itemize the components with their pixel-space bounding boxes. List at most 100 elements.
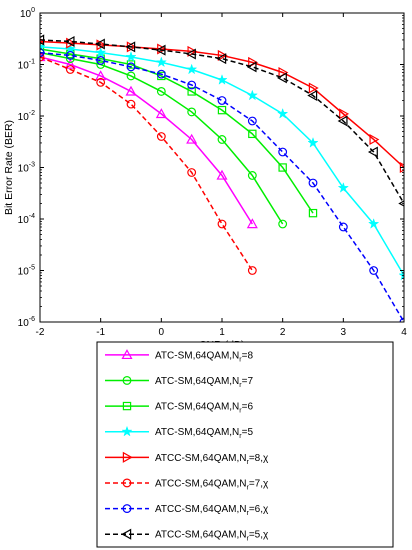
series-6-point — [156, 132, 166, 141]
series-2-point — [96, 60, 106, 69]
series-8-point — [307, 89, 318, 102]
series-5-point — [308, 82, 319, 94]
legend-label: ATC-SM,64QAM,Nr=5 — [155, 427, 253, 440]
y-tick-label: 10-4 — [18, 213, 35, 226]
series-1-point — [246, 218, 258, 229]
series-4-point — [185, 63, 198, 75]
series-4 — [40, 40, 404, 281]
series-8-point — [94, 38, 105, 50]
series-2-point — [187, 107, 197, 117]
series-4-point — [246, 89, 259, 101]
series-4-point — [125, 51, 137, 62]
series-7-point — [187, 80, 197, 90]
y-tick-label: 10-5 — [18, 265, 35, 278]
legend-swatch-marker — [122, 401, 132, 411]
legend-label: ATC-SM,64QAM,Nr=8 — [155, 350, 253, 363]
series-2-point — [126, 71, 136, 81]
series-7-point — [65, 51, 75, 60]
legend-label: ATCC-SM,64QAM,Nr=6,χ — [155, 504, 269, 517]
series-8-point — [216, 53, 227, 65]
plot-area — [40, 13, 404, 322]
series-6-point — [96, 77, 106, 87]
y-tick-label: 10-1 — [18, 59, 35, 72]
legend-entry-6: ATCC-SM,64QAM,Nr=7,χ — [105, 478, 269, 491]
x-tick-label: 2 — [280, 327, 286, 338]
y-tick-label: 10-3 — [18, 162, 35, 175]
series-1-point — [95, 70, 107, 81]
legend-swatch-marker — [122, 376, 132, 385]
series-3-point — [187, 87, 196, 96]
series-7-point — [96, 55, 106, 65]
series-8-point — [337, 115, 348, 127]
series-7 — [40, 48, 404, 322]
series-1-point — [155, 108, 167, 119]
series-8-point — [155, 44, 166, 56]
x-tick-label: 0 — [159, 327, 165, 338]
series-1-point — [125, 85, 137, 96]
x-tick-label: 1 — [219, 327, 225, 338]
legend-swatch-marker — [121, 528, 132, 540]
series-7-point — [40, 48, 45, 58]
series-6-point — [247, 266, 257, 275]
series-5-point — [66, 37, 77, 49]
legend-label: ATCC-SM,64QAM,Nr=5,χ — [155, 530, 269, 543]
series-1-point — [40, 51, 46, 62]
series-5-point — [339, 108, 350, 120]
series-2-point — [217, 135, 227, 144]
legend-entry-5: ATCC-SM,64QAM,Nr=8,χ — [105, 451, 269, 466]
legend-label: ATCC-SM,64QAM,Nr=8,χ — [155, 453, 269, 466]
y-tick-label: 10-2 — [18, 110, 35, 123]
series-layer — [40, 34, 404, 322]
x-tick-label: 3 — [341, 327, 347, 338]
series-4-point — [367, 218, 380, 229]
series-2-point — [156, 87, 166, 96]
series-4-point — [155, 56, 168, 68]
legend-entry-2: ATC-SM,64QAM,Nr=7 — [105, 376, 253, 389]
series-1 — [40, 51, 258, 229]
series-7-point — [308, 178, 318, 188]
legend-swatch-marker — [122, 478, 132, 488]
legend-swatch-marker — [121, 349, 133, 360]
series-3-point — [248, 129, 257, 139]
x-tick-label: -2 — [36, 327, 45, 338]
series-3-point — [278, 163, 287, 172]
series-3-point — [308, 208, 318, 218]
axes-layer: -2 -1 0 1 2 3 4 100 10-1 10-2 10-3 10-4 10-5 10-6 — [18, 7, 408, 338]
series-8-point — [246, 61, 257, 73]
legend-swatch-marker — [122, 451, 133, 463]
series-7-point — [126, 62, 136, 72]
series-5-point — [217, 49, 228, 61]
series-8-line — [40, 39, 404, 204]
series-2-point — [278, 219, 288, 229]
series-2-point — [65, 54, 75, 64]
series-1-line — [40, 56, 253, 225]
y-tick-label: 100 — [20, 7, 35, 20]
series-7-point — [247, 116, 257, 126]
series-5-point — [369, 133, 380, 146]
plot-background — [40, 13, 404, 322]
x-tick-label: -1 — [96, 327, 105, 338]
legend-label: ATCC-SM,64QAM,Nr=7,χ — [155, 478, 269, 491]
y-axis-label: Bit Error Rate (BER) — [3, 120, 15, 215]
x-tick-label: 4 — [401, 327, 407, 338]
series-1-point — [216, 169, 228, 180]
series-4-point — [307, 136, 319, 148]
series-4-point — [276, 107, 289, 119]
series-1-point — [186, 133, 198, 144]
y-tick-label: 10-6 — [18, 316, 35, 329]
series-6-point — [40, 52, 45, 62]
legend-label: ATC-SM,64QAM,Nr=6 — [155, 402, 253, 415]
series-3-line — [40, 48, 314, 214]
series-4-point — [94, 46, 107, 58]
series-6-point — [217, 219, 227, 229]
series-8-point — [367, 146, 378, 158]
legend-entry-7: ATCC-SM,64QAM,Nr=6,χ — [105, 504, 269, 517]
series-7-point — [217, 96, 227, 105]
series-7-point — [369, 266, 379, 275]
series-6-point — [65, 65, 75, 74]
series-1-point — [64, 58, 76, 69]
legend-swatch-marker — [121, 425, 133, 437]
series-2 — [40, 48, 288, 229]
legend-entry-1: ATC-SM,64QAM,Nr=8 — [105, 349, 253, 363]
